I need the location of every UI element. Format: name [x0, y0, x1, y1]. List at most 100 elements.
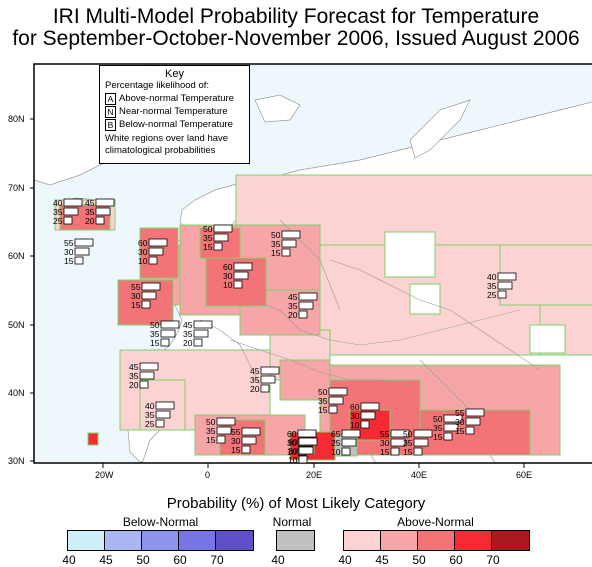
- probability-bar: [328, 405, 338, 414]
- probability-bar: [328, 396, 344, 405]
- probability-value: 10: [331, 447, 341, 457]
- title-line-2: for September-October-November 2006, Iss…: [12, 27, 580, 50]
- probability-bar: [298, 301, 314, 310]
- normal-swatches: [276, 530, 315, 551]
- lat-label: 30N: [8, 456, 25, 466]
- probability-value: 20: [85, 216, 95, 226]
- title-line-1: IRI Multi-Model Probability Forecast for…: [52, 5, 540, 28]
- probability-bar: [193, 338, 203, 347]
- probability-value: 15: [150, 338, 160, 348]
- probability-bar: [260, 366, 280, 375]
- probability-value: 15: [455, 426, 465, 436]
- probability-bar: [213, 224, 233, 233]
- climatology-holes: [384, 231, 566, 354]
- probability-bar: [74, 238, 94, 247]
- legend-swatch: [418, 531, 455, 550]
- probability-value: 15: [318, 405, 328, 415]
- probability-value: 15: [380, 447, 390, 457]
- probability-value: 50: [271, 230, 281, 240]
- probability-bar: [141, 291, 157, 300]
- probability-bar: [155, 419, 165, 428]
- legend-tick-label: 45: [375, 553, 389, 567]
- probability-bar: [390, 438, 406, 447]
- probability-value: 55: [380, 429, 390, 439]
- probability-bar: [160, 338, 170, 347]
- probability-bar: [390, 447, 400, 456]
- probability-bar: [341, 447, 351, 456]
- probability-value: 60: [223, 262, 233, 272]
- probability-value: 30: [64, 247, 74, 257]
- probability-value: 30: [350, 411, 360, 421]
- legend-tick-label: 60: [449, 553, 463, 567]
- probability-value: 10: [287, 447, 297, 457]
- key-label-above: Above-normal Temperature: [119, 92, 234, 104]
- legend-tick-label: 40: [271, 553, 285, 567]
- probability-bar: [141, 282, 161, 291]
- probability-value: 15: [131, 300, 141, 310]
- legend-tick-label: 45: [99, 553, 113, 567]
- probability-value: 50: [206, 417, 216, 427]
- probability-value: 35: [403, 438, 413, 448]
- probability-value: 40: [487, 272, 497, 282]
- probability-bar: [95, 207, 111, 216]
- probability-bar: [155, 401, 175, 410]
- lon-label: 20E: [306, 470, 322, 480]
- probability-bar: [465, 408, 485, 417]
- probability-bar: [297, 429, 317, 438]
- probability-bar: [63, 207, 79, 216]
- legend-tick-label: 70: [210, 553, 224, 567]
- probability-value: 35: [487, 281, 497, 291]
- probability-bar: [216, 426, 232, 435]
- probability-value: 50: [403, 429, 413, 439]
- probability-bar: [216, 435, 226, 444]
- probability-value: 15: [403, 447, 413, 457]
- probability-value: 30: [231, 436, 241, 446]
- probability-value: 45: [129, 362, 139, 372]
- probability-value: 65: [331, 429, 341, 439]
- probability-bar: [298, 437, 318, 446]
- probability-value: 35: [150, 329, 160, 339]
- probability-bar: [160, 329, 176, 338]
- probability-value: 50: [318, 387, 328, 397]
- lon-label: 0: [205, 470, 210, 480]
- probability-bar: [497, 272, 517, 281]
- probability-value: 20: [129, 380, 139, 390]
- probability-bar: [443, 423, 459, 432]
- map-key: Key Percentage likelihood of: A Above-no…: [99, 65, 250, 164]
- probability-bar: [497, 290, 507, 299]
- probability-bar: [160, 320, 180, 329]
- legend-swatch: [142, 531, 179, 550]
- probability-bar: [341, 438, 357, 447]
- legend-swatch: [277, 531, 314, 550]
- probability-annotations: 4035254535205530156030105035155035156030…: [53, 198, 517, 465]
- probability-value: 25: [145, 419, 155, 429]
- land-svalbard: [254, 94, 301, 123]
- probability-bar: [139, 380, 149, 389]
- probability-bar: [141, 300, 151, 309]
- probability-value: 45: [85, 198, 95, 208]
- probability-value: 35: [203, 233, 213, 243]
- probability-value: 10: [288, 455, 298, 465]
- probability-value: 30: [380, 438, 390, 448]
- legend-tick-label: 40: [62, 553, 76, 567]
- probability-bar: [139, 371, 155, 380]
- lon-label: 60E: [516, 470, 532, 480]
- probability-value: 35: [433, 423, 443, 433]
- probability-bar: [298, 455, 308, 464]
- key-label-near: Near-normal Temperature: [119, 105, 228, 117]
- probability-bar: [233, 280, 243, 289]
- lat-label: 50N: [8, 320, 25, 330]
- probability-value: 25: [331, 438, 341, 448]
